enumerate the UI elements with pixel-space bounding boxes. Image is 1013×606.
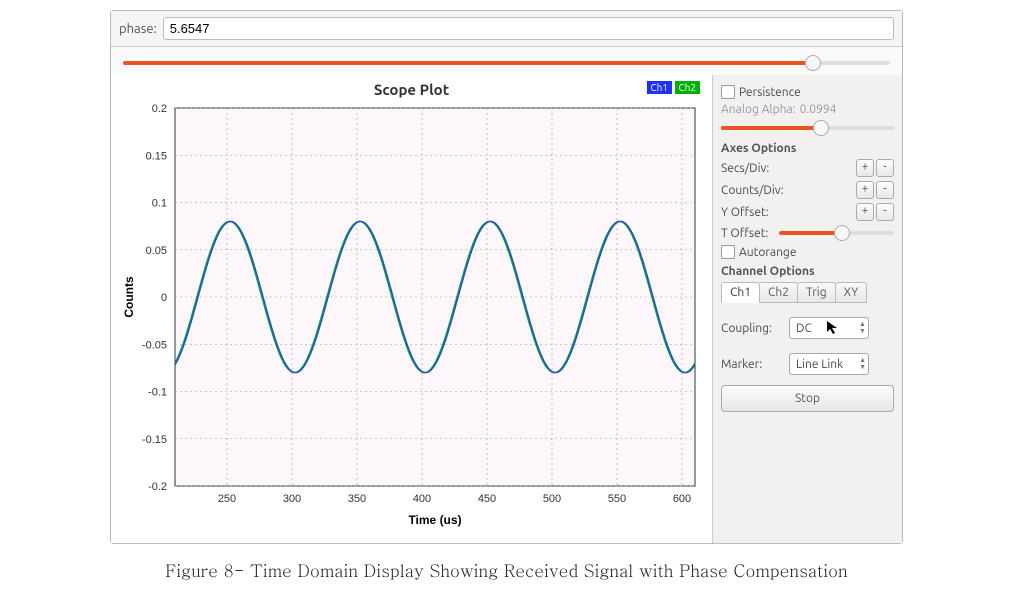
svg-text:0.2: 0.2 [152,103,167,115]
svg-text:Counts: Counts [122,276,136,318]
scope-plot-area: Scope Plot Ch1 Ch2 250 300 350 400 450 500 550… [111,75,712,543]
mouse-cursor-icon [827,321,841,335]
t-offset-label: T Offset: [721,227,775,240]
analog-alpha-label: Analog Alpha: [721,103,796,116]
figure-caption: Figure 8- Time Domain Display Showing Re… [0,558,1013,582]
channel-options-heading: Channel Options [721,265,894,278]
svg-text:Time (us): Time (us) [408,513,461,527]
counts-div-label: Counts/Div: [721,184,852,197]
svg-text:350: 350 [348,493,366,505]
phase-label: phase: [119,22,157,36]
svg-text:-0.05: -0.05 [142,339,167,351]
axes-options-heading: Axes Options [721,142,894,155]
tab-xy[interactable]: XY [835,282,868,303]
phase-slider-row [111,47,902,75]
svg-text:0.15: 0.15 [146,150,167,162]
svg-text:300: 300 [283,493,301,505]
secs-div-stepper[interactable]: + - [856,159,894,177]
persistence-checkbox[interactable] [721,85,735,99]
marker-combo[interactable]: Line Link ▲▼ [789,353,869,375]
persistence-label: Persistence [739,86,801,99]
scope-plot-svg: 250 300 350 400 450 500 550 600 -0.2 -0.15 -0.1 -0.… [115,102,705,532]
svg-text:-0.2: -0.2 [148,481,167,493]
tab-trig[interactable]: Trig [797,282,836,303]
chevron-updown-icon: ▲▼ [857,321,866,335]
svg-text:500: 500 [543,493,561,505]
svg-text:250: 250 [218,493,236,505]
coupling-label: Coupling: [721,322,785,335]
phase-input[interactable] [163,17,894,40]
counts-div-stepper[interactable]: + - [856,181,894,199]
coupling-value: DC [796,322,812,335]
minus-icon[interactable]: - [876,181,894,199]
autorange-checkbox[interactable] [721,245,735,259]
top-toolbar: phase: [111,11,902,47]
tab-ch1[interactable]: Ch1 [721,282,760,303]
svg-text:-0.1: -0.1 [148,387,167,399]
svg-text:0.05: 0.05 [146,245,167,257]
y-offset-stepper[interactable]: + - [856,203,894,221]
svg-text:-0.15: -0.15 [142,434,167,446]
tab-ch2[interactable]: Ch2 [759,282,798,303]
chevron-updown-icon: ▲▼ [857,357,866,371]
minus-icon[interactable]: - [876,203,894,221]
svg-text:0.1: 0.1 [152,198,167,210]
plot-title: Scope Plot [115,81,708,98]
channel-tabs: Ch1 Ch2 Trig XY [721,282,894,303]
stop-button[interactable]: Stop [721,385,894,412]
secs-div-label: Secs/Div: [721,162,852,175]
svg-text:0: 0 [161,292,167,304]
marker-value: Line Link [796,358,843,371]
legend-ch2: Ch2 [675,81,700,94]
plus-icon[interactable]: + [856,159,874,177]
sidebar: Persistence Analog Alpha: 0.0994 Axes Op… [712,75,902,543]
svg-text:400: 400 [413,493,431,505]
y-offset-label: Y Offset: [721,206,852,219]
plus-icon[interactable]: + [856,181,874,199]
autorange-label: Autorange [739,246,796,259]
t-offset-slider[interactable] [779,225,894,241]
minus-icon[interactable]: - [876,159,894,177]
svg-text:600: 600 [673,493,691,505]
svg-text:550: 550 [608,493,626,505]
svg-text:450: 450 [478,493,496,505]
analog-alpha-value: 0.0994 [800,103,837,116]
plus-icon[interactable]: + [856,203,874,221]
coupling-combo[interactable]: DC ▲▼ [789,317,869,339]
legend-ch1: Ch1 [647,81,672,94]
phase-slider[interactable] [123,55,890,71]
analog-alpha-slider[interactable] [721,120,894,136]
marker-label: Marker: [721,358,785,371]
